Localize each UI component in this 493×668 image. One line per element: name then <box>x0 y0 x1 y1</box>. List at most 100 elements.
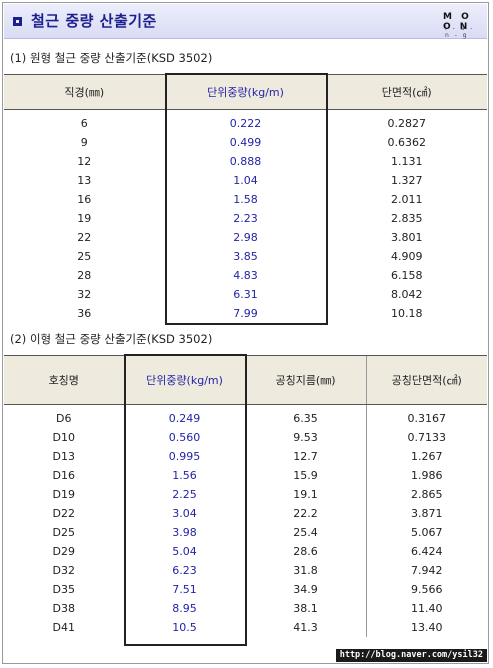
table-cell: D29 <box>52 545 75 558</box>
table-cell: D32 <box>52 564 75 577</box>
table-cell: 8.042 <box>325 285 487 304</box>
table-cell: 6.31 <box>164 285 326 304</box>
table-row: D35 7.51 34.9 9.566 <box>4 580 487 599</box>
table-cell: 10.18 <box>325 304 487 323</box>
table-cell: 0.6362 <box>325 133 487 152</box>
table-cell: 1.131 <box>325 152 487 171</box>
table-row: D6 0.249 6.35 0.3167 <box>4 404 487 428</box>
table-cell: 4.83 <box>164 266 326 285</box>
table-cell: D41 <box>52 621 75 634</box>
table-cell: 32 <box>77 288 92 301</box>
table-cell: 3.871 <box>365 504 487 523</box>
section1-title: (1) 원형 철근 중량 산출기준(KSD 3502) <box>10 51 213 65</box>
table-row: D16 1.56 15.9 1.986 <box>4 466 487 485</box>
table-row: 13 1.04 1.327 <box>4 171 487 190</box>
table-row: 12 0.888 1.131 <box>4 152 487 171</box>
table-row: D29 5.04 28.6 6.424 <box>4 542 487 561</box>
table-cell: 3.801 <box>325 228 487 247</box>
round-rebar-table: 직경(㎜) 단위중량(kg/m) 단면적(㎠) 6 0.222 0.2827 9 0.4… <box>4 74 487 323</box>
table-cell: 0.560 <box>123 428 245 447</box>
table-cell: 22 <box>77 231 92 244</box>
header-area: 단면적(㎠) <box>325 74 487 110</box>
table-cell: 1.986 <box>365 466 487 485</box>
table-cell: 7.99 <box>164 304 326 323</box>
deformed-rebar-table: 호칭명 단위중량(kg/m) 공칭지름(㎜) 공칭단면적(㎠) D6 0.249 6… <box>4 355 487 637</box>
table-cell: D13 <box>52 450 75 463</box>
header-designation: 호칭명 <box>4 355 124 405</box>
table-cell: 10.5 <box>123 618 245 637</box>
table-row: 25 3.85 4.909 <box>4 247 487 266</box>
logo-bottom-text: i - a - n - g <box>445 25 475 39</box>
square-bullet-icon <box>13 17 22 26</box>
table-cell: 5.067 <box>365 523 487 542</box>
table-cell: 3.98 <box>123 523 245 542</box>
table-cell: 6.35 <box>244 404 366 428</box>
blog-url: http://blog.naver.com/ysil32 <box>335 649 487 662</box>
table-cell: D25 <box>52 526 75 539</box>
table-cell: 19.1 <box>244 485 366 504</box>
table-cell: 9.566 <box>365 580 487 599</box>
table-cell: 25.4 <box>244 523 366 542</box>
table-cell: D22 <box>52 507 75 520</box>
table-cell: 8.95 <box>123 599 245 618</box>
table-cell: 9 <box>80 136 88 149</box>
table-cell: 0.7133 <box>365 428 487 447</box>
table-cell: 25 <box>77 250 92 263</box>
table-cell: 3.04 <box>123 504 245 523</box>
table-cell: 2.25 <box>123 485 245 504</box>
table-cell: 13 <box>77 174 92 187</box>
table-cell: 12 <box>77 155 92 168</box>
table-cell: D16 <box>52 469 75 482</box>
table-cell: 6.424 <box>365 542 487 561</box>
table-row: D10 0.560 9.53 0.7133 <box>4 428 487 447</box>
table-row: 22 2.98 3.801 <box>4 228 487 247</box>
table-row: D13 0.995 12.7 1.267 <box>4 447 487 466</box>
table-cell: 0.3167 <box>365 404 487 428</box>
table-row: D19 2.25 19.1 2.865 <box>4 485 487 504</box>
table-cell: D35 <box>52 583 75 596</box>
table-row: D32 6.23 31.8 7.942 <box>4 561 487 580</box>
table-cell: 13.40 <box>365 618 487 637</box>
table-cell: D19 <box>52 488 75 501</box>
table-cell: 2.011 <box>325 190 487 209</box>
table-cell: 28 <box>77 269 92 282</box>
table-cell: 1.56 <box>123 466 245 485</box>
table-row: 36 7.99 10.18 <box>4 304 487 323</box>
table-row: D38 8.95 38.1 11.40 <box>4 599 487 618</box>
table-cell: 0.499 <box>164 133 326 152</box>
table-cell: 6 <box>80 117 88 130</box>
table-row: 32 6.31 8.042 <box>4 285 487 304</box>
header-nominal-diameter: 공칭지름(㎜) <box>244 355 366 405</box>
table-cell: 3.85 <box>164 247 326 266</box>
table-cell: D6 <box>56 412 72 425</box>
table-row: 9 0.499 0.6362 <box>4 133 487 152</box>
table-cell: 19 <box>77 212 92 225</box>
table-cell: 28.6 <box>244 542 366 561</box>
table-cell: 15.9 <box>244 466 366 485</box>
moon-logo: M O O N i - a - n - g <box>443 12 477 39</box>
table-cell: 5.04 <box>123 542 245 561</box>
table-cell: 1.04 <box>164 171 326 190</box>
table-cell: 0.249 <box>123 404 245 428</box>
table-cell: 1.267 <box>365 447 487 466</box>
table-cell: 1.327 <box>325 171 487 190</box>
table-cell: 0.995 <box>123 447 245 466</box>
table-row: D41 10.5 41.3 13.40 <box>4 618 487 637</box>
table-cell: 36 <box>77 307 92 320</box>
table-row: D22 3.04 22.2 3.871 <box>4 504 487 523</box>
table-cell: 0.2827 <box>325 109 487 133</box>
table-cell: D10 <box>52 431 75 444</box>
page-title: 철근 중량 산출기준 <box>31 12 157 30</box>
table-header-row: 호칭명 단위중량(kg/m) 공칭지름(㎜) 공칭단면적(㎠) <box>4 355 487 405</box>
section2-title: (2) 이형 철근 중량 산출기준(KSD 3502) <box>10 332 213 346</box>
title-bar: 철근 중량 산출기준 M O O N i - a - n - g <box>4 4 487 39</box>
table-cell: 2.98 <box>164 228 326 247</box>
header-diameter: 직경(㎜) <box>4 74 165 110</box>
table-cell: 2.835 <box>325 209 487 228</box>
table-cell: 6.158 <box>325 266 487 285</box>
table-cell: 2.23 <box>164 209 326 228</box>
table-row: 16 1.58 2.011 <box>4 190 487 209</box>
header-unit-weight: 단위중량(kg/m) <box>123 355 245 405</box>
table-cell: 0.888 <box>164 152 326 171</box>
table-cell: 11.40 <box>365 599 487 618</box>
